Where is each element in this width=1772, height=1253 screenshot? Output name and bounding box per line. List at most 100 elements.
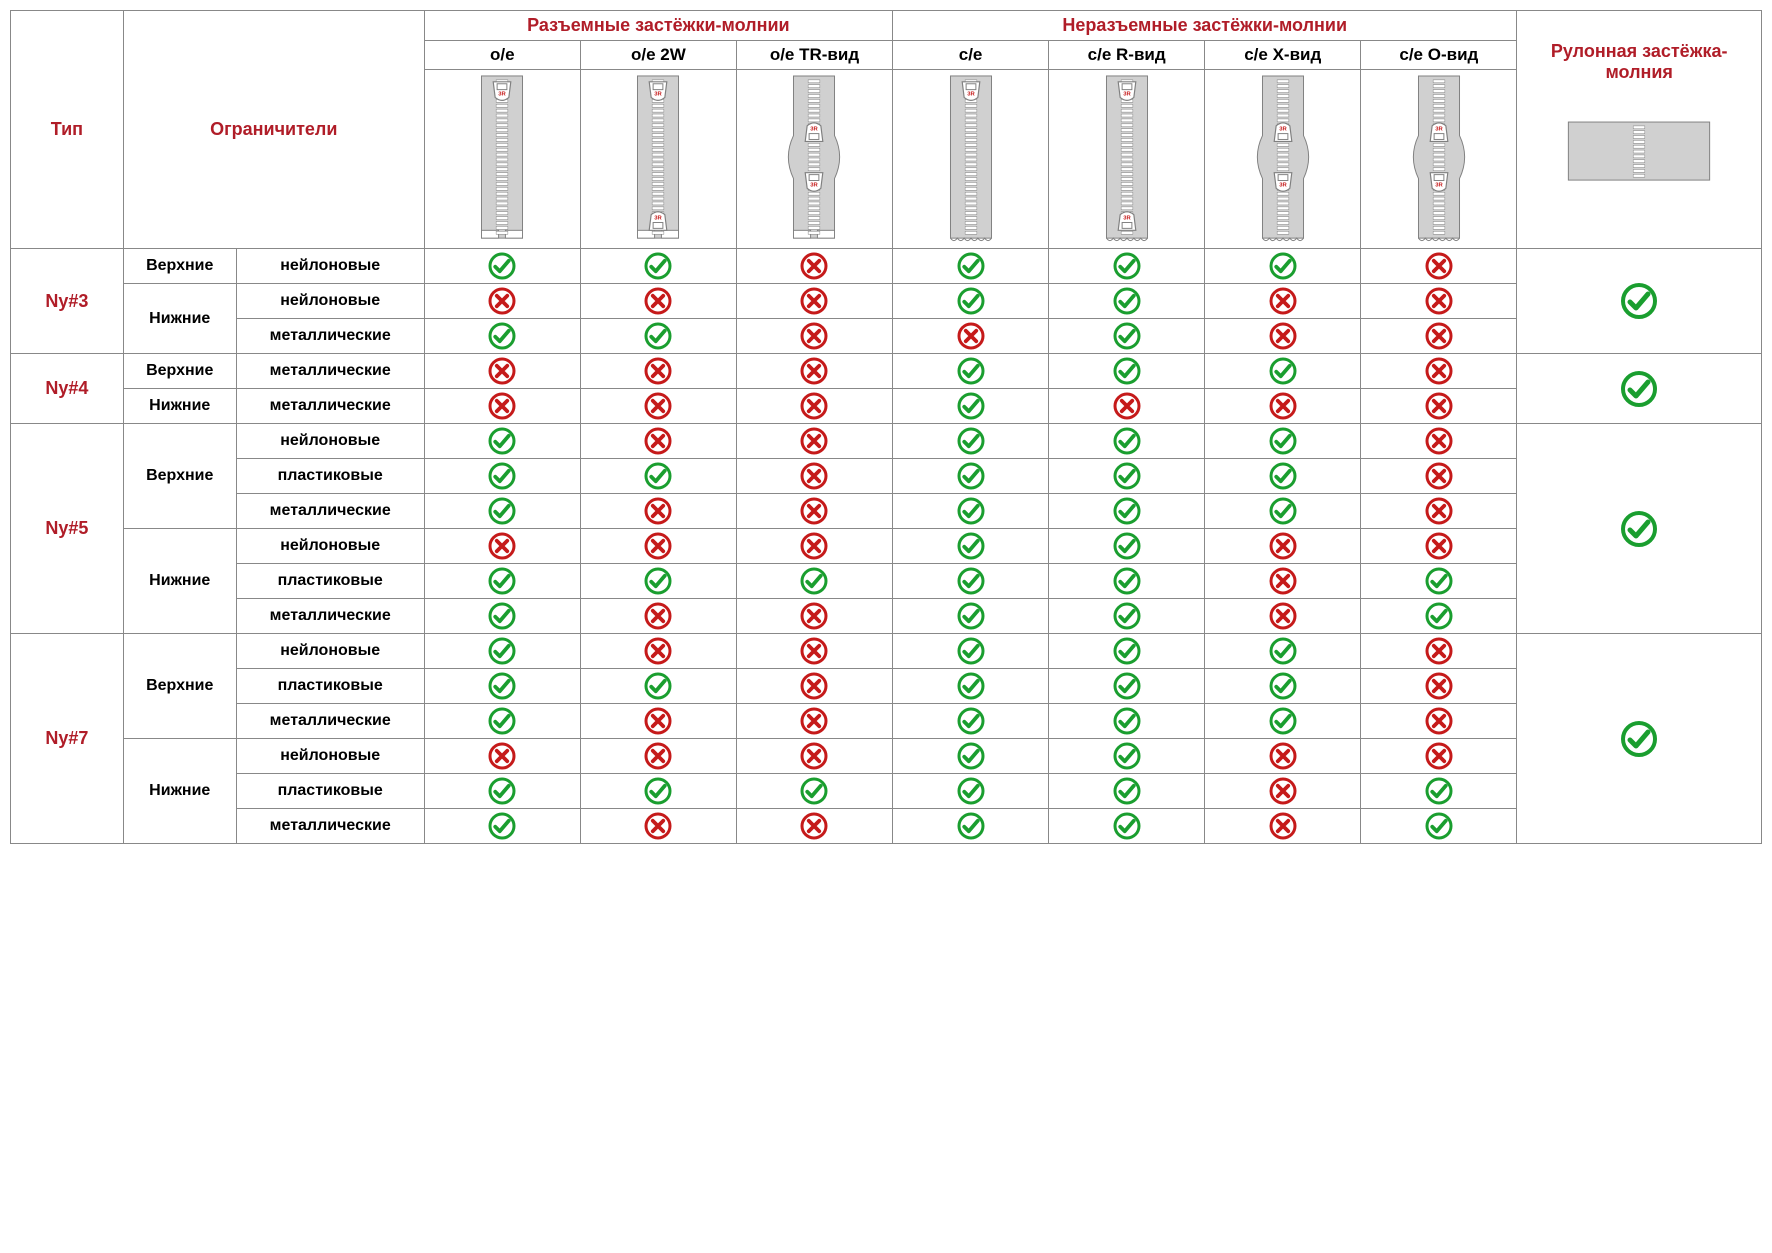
cross-icon [736, 634, 892, 669]
svg-text:3R: 3R [1279, 127, 1287, 133]
cross-icon [1205, 774, 1361, 809]
check-icon [424, 319, 580, 354]
cross-icon [736, 704, 892, 739]
zipper-icon: 3R [893, 70, 1049, 249]
check-icon [1049, 599, 1205, 634]
check-icon [424, 599, 580, 634]
check-icon [1049, 424, 1205, 459]
cross-icon [1361, 739, 1517, 774]
cross-icon [736, 354, 892, 389]
svg-text:3R: 3R [967, 91, 975, 97]
check-icon [424, 459, 580, 494]
cross-icon [1361, 354, 1517, 389]
cross-icon [580, 494, 736, 529]
header-stops: Ограничители [123, 11, 424, 249]
cross-icon [736, 249, 892, 284]
cross-icon [424, 354, 580, 389]
material-cell: нейлоновые [236, 634, 424, 669]
check-icon [424, 564, 580, 599]
material-cell: металлические [236, 809, 424, 844]
check-icon [893, 494, 1049, 529]
check-icon [1049, 669, 1205, 704]
check-icon [424, 774, 580, 809]
check-icon [736, 774, 892, 809]
cross-icon [736, 494, 892, 529]
check-icon [424, 424, 580, 459]
zipper-icon: 3R 3R [1049, 70, 1205, 249]
zipper-icon: 3R [424, 70, 580, 249]
stop-cell: Верхние [123, 354, 236, 389]
material-cell: пластиковые [236, 774, 424, 809]
check-icon [893, 634, 1049, 669]
check-icon [1517, 634, 1762, 844]
check-icon [893, 424, 1049, 459]
cross-icon [580, 389, 736, 424]
check-icon [424, 494, 580, 529]
material-cell: нейлоновые [236, 249, 424, 284]
column-header: o/e TR-вид [736, 41, 892, 70]
cross-icon [1205, 389, 1361, 424]
column-header: c/e X-вид [1205, 41, 1361, 70]
check-icon [1361, 774, 1517, 809]
cross-icon [580, 809, 736, 844]
cross-icon [580, 424, 736, 459]
check-icon [1205, 634, 1361, 669]
check-icon [1049, 354, 1205, 389]
svg-text:3R: 3R [811, 182, 819, 188]
cross-icon [736, 389, 892, 424]
material-cell: металлические [236, 389, 424, 424]
check-icon [1049, 529, 1205, 564]
check-icon [893, 704, 1049, 739]
cross-icon [424, 739, 580, 774]
cross-icon [1205, 809, 1361, 844]
check-icon [1361, 809, 1517, 844]
cross-icon [1361, 249, 1517, 284]
cross-icon [736, 809, 892, 844]
cross-icon [1361, 319, 1517, 354]
type-cell: Ny#5 [11, 424, 124, 634]
stop-cell: Верхние [123, 634, 236, 739]
cross-icon [736, 424, 892, 459]
cross-icon [736, 599, 892, 634]
svg-text:3R: 3R [499, 91, 507, 97]
cross-icon [580, 634, 736, 669]
check-icon [893, 459, 1049, 494]
cross-icon [736, 529, 892, 564]
material-cell: металлические [236, 319, 424, 354]
material-cell: пластиковые [236, 564, 424, 599]
check-icon [1049, 774, 1205, 809]
cross-icon [736, 669, 892, 704]
header-separable: Разъемные застёжки-молнии [424, 11, 892, 41]
check-icon [424, 634, 580, 669]
cross-icon [1361, 634, 1517, 669]
svg-text:3R: 3R [655, 216, 663, 222]
check-icon [1205, 459, 1361, 494]
svg-text:3R: 3R [1435, 127, 1443, 133]
check-icon [736, 564, 892, 599]
cross-icon [1205, 529, 1361, 564]
check-icon [893, 529, 1049, 564]
cross-icon [1361, 704, 1517, 739]
check-icon [1205, 494, 1361, 529]
zipper-icon: 3R 3R [580, 70, 736, 249]
stop-cell: Нижние [123, 389, 236, 424]
stop-cell: Нижние [123, 284, 236, 354]
check-icon [1517, 424, 1762, 634]
cross-icon [736, 284, 892, 319]
check-icon [580, 669, 736, 704]
svg-text:3R: 3R [655, 91, 663, 97]
check-icon [893, 389, 1049, 424]
column-header: c/e [893, 41, 1049, 70]
material-cell: металлические [236, 494, 424, 529]
check-icon [424, 669, 580, 704]
check-icon [580, 564, 736, 599]
svg-text:3R: 3R [1123, 216, 1131, 222]
cross-icon [580, 529, 736, 564]
material-cell: металлические [236, 599, 424, 634]
cross-icon [424, 529, 580, 564]
type-cell: Ny#7 [11, 634, 124, 844]
stop-cell: Верхние [123, 249, 236, 284]
check-icon [1049, 459, 1205, 494]
check-icon [580, 774, 736, 809]
header-type: Тип [11, 11, 124, 249]
